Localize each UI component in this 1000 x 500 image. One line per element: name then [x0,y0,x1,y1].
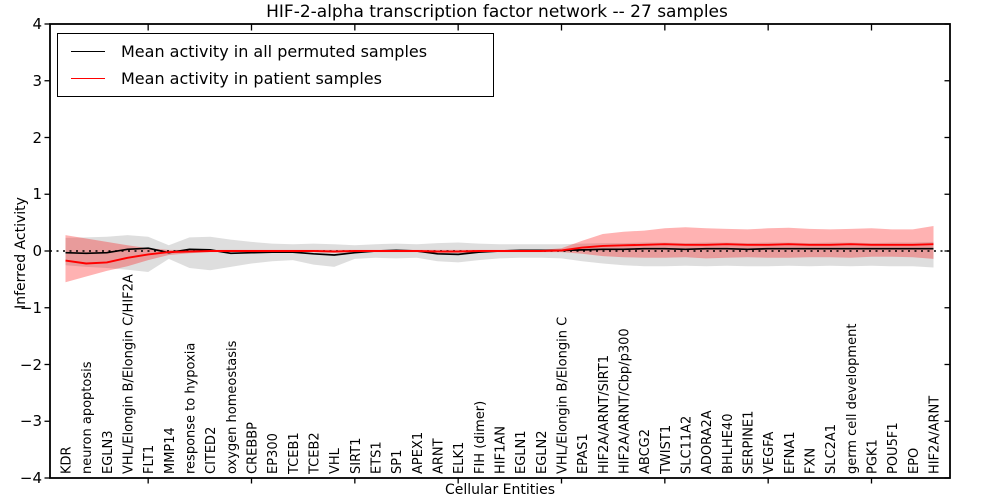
x-category-label: VHL/Elongin B/Elongin C [556,317,571,474]
legend-label: Mean activity in all permuted samples [121,42,428,61]
x-category-label: HIF2A/ARNT/Cbp/p300 [618,328,633,474]
x-category-label: TCEB1 [287,432,302,475]
x-category-label: EP300 [266,433,281,474]
permuted-line-swatch [71,51,105,52]
x-category-label: CITED2 [204,427,219,474]
x-category-label: response to hypoxia [184,343,199,474]
legend-entry-permuted: Mean activity in all permuted samples [58,42,493,61]
y-tick-label: 0 [32,242,42,260]
x-category-label: ARNT [432,438,447,474]
x-category-label: ETS1 [370,441,385,474]
patient-std-band [65,226,934,283]
x-category-label: HIF2A/ARNT/SIRT1 [597,355,612,474]
x-category-label: TWIST1 [659,425,674,475]
x-category-label: EPAS1 [576,433,591,474]
x-category-label: EFNA1 [783,431,798,474]
x-category-label: neuron apoptosis [80,361,95,474]
x-category-label: ELK1 [452,442,467,474]
x-category-label: TCEB2 [308,432,323,475]
x-category-label: SLC2A1 [824,424,839,474]
x-category-label: SIRT1 [349,438,364,474]
x-category-label: POU5F1 [886,422,901,474]
y-tick-label: 1 [32,185,42,204]
y-tick-label: 4 [32,15,42,33]
x-category-label: EGLN1 [514,430,529,474]
x-category-label: CREBBP [246,422,261,474]
x-category-label: BHLHE40 [721,414,736,474]
x-category-label: PGK1 [866,439,881,474]
x-category-label: FLT1 [142,445,157,474]
x-category-label: APEX1 [411,432,426,474]
x-category-label: SERPINE1 [742,411,757,474]
x-category-label: FXN [804,448,819,474]
x-category-label: FIH (dimer) [473,401,488,474]
x-category-label: oxygen homeostasis [225,340,240,474]
x-category-label: MMP14 [163,427,178,474]
patient-line-swatch [71,78,105,79]
legend: Mean activity in all permuted samples Me… [57,33,494,97]
x-category-label: ABCG2 [638,429,653,474]
x-axis-label: Cellular Entities [444,482,556,498]
x-category-label: VHL/Elongin B/Elongin C/HIF2A [122,274,137,474]
x-category-label: KDR [60,446,75,474]
y-tick-label: −1 [19,298,42,317]
y-tick-label: 2 [32,128,42,147]
x-category-label: ADORA2A [700,410,715,474]
legend-label: Mean activity in patient samples [121,69,382,88]
x-category-label: EPO [907,448,922,474]
y-tick-label: 3 [32,71,42,90]
x-category-label: HIF2A/ARNT [928,396,943,474]
x-category-label: SP1 [390,450,405,474]
x-category-label: VHL [328,447,343,474]
x-category-label: HIF1AN [494,426,509,474]
x-category-label: SLC11A2 [680,416,695,474]
x-category-label: germ cell development [845,324,860,474]
y-tick-label: −3 [19,412,42,431]
chart-title: HIF-2-alpha transcription factor network… [266,2,728,22]
legend-entry-patient: Mean activity in patient samples [58,69,493,88]
x-category-label: EGLN3 [101,430,116,474]
y-tick-label: −4 [19,469,42,487]
x-category-label: EGLN2 [535,430,550,474]
patient-mean-line [65,243,934,265]
x-category-label: VEGFA [762,432,777,474]
y-tick-label: −2 [19,355,42,374]
